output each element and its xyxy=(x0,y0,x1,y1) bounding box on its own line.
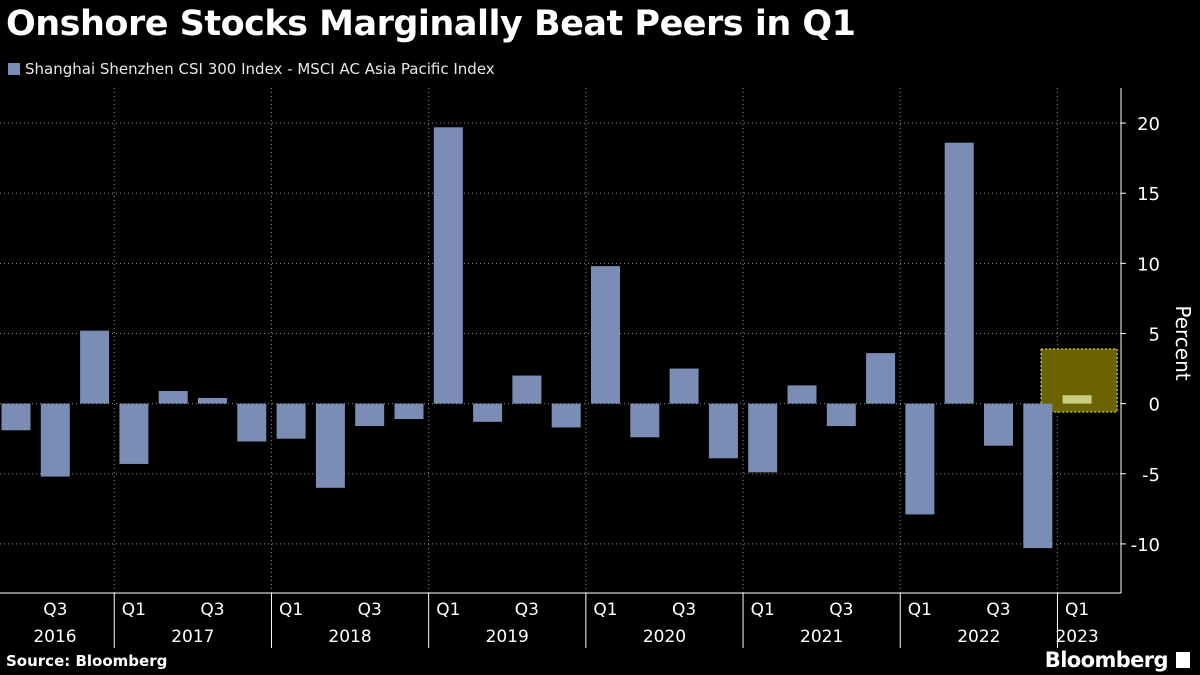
bar-2021-q2 xyxy=(787,385,817,404)
bar-2016-q2 xyxy=(1,403,31,431)
x-year-label: 2022 xyxy=(957,627,1000,647)
x-tick-label: Q1 xyxy=(279,600,303,620)
x-tick-label: Q3 xyxy=(672,600,696,620)
bar-2021-q4 xyxy=(866,353,896,404)
bar-2019-q1 xyxy=(433,127,463,404)
bar-2022-q4 xyxy=(1023,403,1053,549)
bar-2018-q2 xyxy=(315,403,345,488)
bar-2022-q1 xyxy=(905,403,935,515)
bar-2019-q2 xyxy=(473,403,503,422)
bar-2017-q2 xyxy=(158,391,188,404)
y-tick-label: -5 xyxy=(1142,465,1160,486)
x-tick-label: Q3 xyxy=(43,600,67,620)
x-tick-label: Q1 xyxy=(593,600,617,620)
bar-2023-q1 xyxy=(1062,395,1092,404)
bar-2022-q2 xyxy=(944,142,974,404)
y-tick-label: 15 xyxy=(1137,184,1160,205)
x-tick-label: Q3 xyxy=(515,600,539,620)
bar-2018-q1 xyxy=(276,403,306,439)
x-tick-label: Q1 xyxy=(751,600,775,620)
y-axis-title: Percent xyxy=(1171,305,1195,380)
x-year-label: 2016 xyxy=(33,627,76,647)
legend-swatch xyxy=(8,63,20,75)
bar-2019-q4 xyxy=(551,403,581,428)
bar-2020-q1 xyxy=(591,266,620,404)
bar-2019-q3 xyxy=(512,375,542,404)
bar-2017-q3 xyxy=(198,398,227,404)
bar-2022-q3 xyxy=(984,403,1013,446)
brand-logo: Bloomberg xyxy=(1045,648,1190,672)
bar-2016-q3 xyxy=(40,403,70,477)
y-tick-label: 0 xyxy=(1149,395,1160,416)
x-tick-label: Q1 xyxy=(1065,600,1089,620)
chart-title: Onshore Stocks Marginally Beat Peers in … xyxy=(6,4,856,44)
bloomberg-terminal-icon xyxy=(1176,652,1190,668)
brand-name: Bloomberg xyxy=(1044,648,1169,672)
source-note: Source: Bloomberg xyxy=(6,652,168,670)
x-tick-label: Q3 xyxy=(358,600,382,620)
bar-2018-q4 xyxy=(394,403,424,420)
bar-2017-q1 xyxy=(119,403,149,464)
x-year-label: 2018 xyxy=(328,627,371,647)
x-tick-label: Q1 xyxy=(122,600,146,620)
x-tick-label: Q1 xyxy=(436,600,460,620)
legend-label: Shanghai Shenzhen CSI 300 Index - MSCI A… xyxy=(25,60,495,78)
y-tick-label: 10 xyxy=(1137,254,1160,275)
bar-2021-q3 xyxy=(826,403,856,427)
x-year-label: 2019 xyxy=(486,627,529,647)
y-tick-label: -10 xyxy=(1131,535,1160,556)
bar-2020-q2 xyxy=(630,403,660,438)
bar-2016-q4 xyxy=(80,330,110,404)
x-tick-label: Q1 xyxy=(908,600,932,620)
x-year-label: 2021 xyxy=(800,627,843,647)
x-tick-label: Q3 xyxy=(200,600,224,620)
bar-2020-q4 xyxy=(708,403,738,459)
bar-2017-q4 xyxy=(237,403,267,442)
y-tick-label: 20 xyxy=(1137,114,1160,135)
bar-2018-q3 xyxy=(355,403,385,427)
x-tick-label: Q3 xyxy=(829,600,853,620)
bar-2021-q1 xyxy=(748,403,778,473)
bar-2020-q3 xyxy=(669,368,699,404)
y-tick-label: 5 xyxy=(1149,324,1160,345)
x-year-label: 2020 xyxy=(643,627,686,647)
x-year-label: 2023 xyxy=(1055,627,1098,647)
x-year-label: 2017 xyxy=(171,627,214,647)
legend: Shanghai Shenzhen CSI 300 Index - MSCI A… xyxy=(8,60,495,78)
x-tick-label: Q3 xyxy=(986,600,1010,620)
